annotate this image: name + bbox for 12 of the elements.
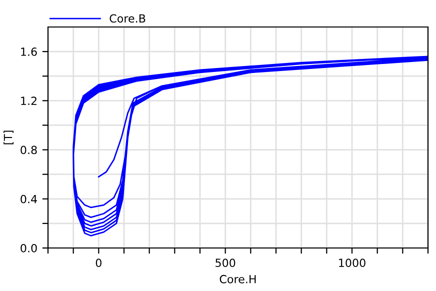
line-series	[72, 56, 428, 236]
x-axis-title: Core.H	[220, 274, 256, 284]
y-tick-label: 1.6	[21, 48, 37, 56]
legend-label: Core.B	[110, 14, 146, 23]
x-tick-label: 0	[96, 258, 102, 268]
y-axis-title: [T]	[4, 130, 14, 144]
y-tick-label: 1.2	[21, 96, 36, 105]
y-tick-label: 0.4	[20, 194, 37, 204]
y-tick-label: 0.8	[20, 146, 37, 154]
x-tick-label: 500	[216, 258, 236, 268]
y-tick-label: 0.0	[20, 244, 37, 252]
x-tick-label: 1000	[339, 258, 366, 268]
